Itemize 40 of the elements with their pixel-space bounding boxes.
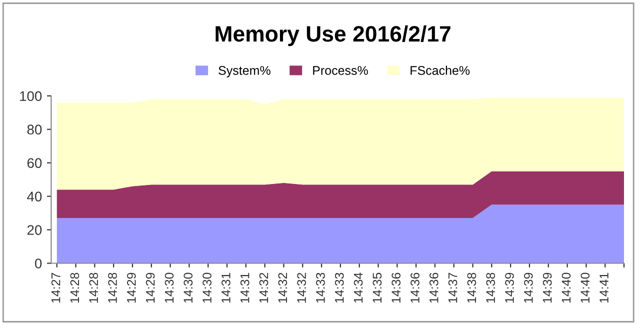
legend-label: System% (218, 66, 270, 78)
y-tick-label: 80 (27, 124, 42, 135)
chart-title: Memory Use 2016/2/17 (216, 25, 450, 46)
x-tick-label: 14:38 (467, 272, 476, 303)
x-tick-label: 14:33 (334, 272, 344, 303)
x-tick-label: 14:30 (202, 272, 212, 303)
x-tick-label: 14:39 (542, 272, 552, 303)
x-tick-label: 14:39 (505, 272, 514, 303)
x-tick-label: 14:30 (184, 272, 193, 303)
x-tick-label: 14:36 (392, 272, 401, 303)
x-tick-label: 14:30 (164, 272, 174, 303)
x-tick-label: 14:34 (354, 272, 363, 303)
x-tick-label: 14:31 (222, 272, 230, 303)
y-tick-label: 20 (27, 225, 42, 235)
x-tick-label: 14:39 (524, 272, 533, 303)
x-tick-label: 14:32 (259, 272, 268, 303)
y-tick-label: 60 (27, 158, 42, 168)
x-tick-label: 14:27 (51, 272, 60, 303)
x-tick-label: 14:40 (580, 272, 590, 303)
x-tick-label: 14:36 (429, 272, 438, 303)
x-tick-label: 14:32 (297, 272, 306, 303)
x-tick-label: 14:28 (108, 272, 117, 303)
x-tick-label: 14:37 (448, 272, 458, 303)
x-tick-label: 14:32 (278, 272, 288, 303)
y-tick-label: 100 (20, 91, 42, 102)
x-tick-label: 14:35 (372, 272, 382, 303)
legend-label: FScache% (410, 66, 470, 75)
legend-label: Process% (313, 66, 368, 75)
y-tick-label: 40 (27, 192, 42, 202)
x-tick-label: 14:29 (126, 272, 136, 303)
x-tick-label: 14:40 (562, 272, 571, 303)
x-tick-label: 14:36 (410, 272, 420, 303)
x-tick-label: 14:33 (316, 272, 325, 303)
x-tick-label: 14:41 (600, 272, 608, 303)
x-tick-label: 14:28 (70, 272, 80, 303)
x-tick-label: 14:28 (89, 272, 98, 303)
x-tick-label: 14:29 (146, 272, 155, 303)
x-tick-label: 14:31 (240, 272, 250, 303)
x-tick-label: 14:38 (486, 272, 496, 303)
y-tick-label: 0 (34, 258, 42, 268)
